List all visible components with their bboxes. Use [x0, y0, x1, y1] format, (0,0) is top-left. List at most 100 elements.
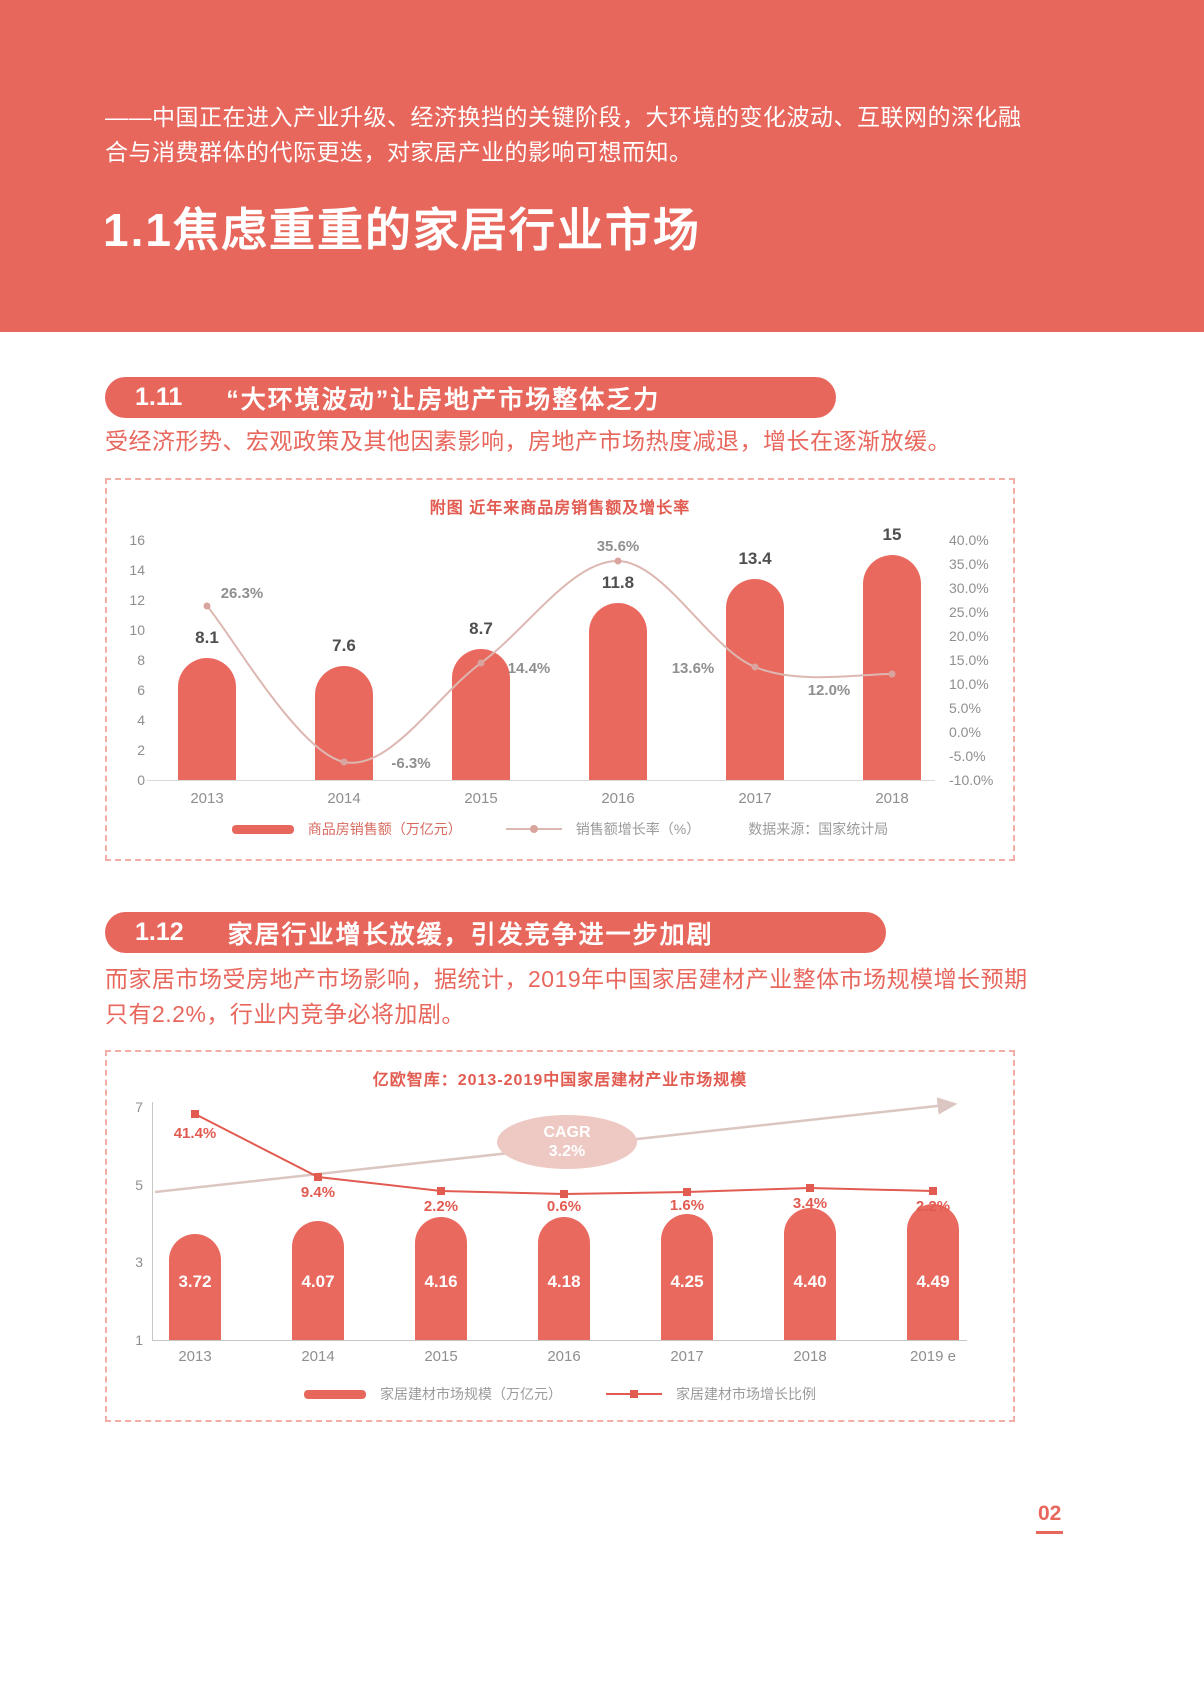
- chart-housing-sales: 附图 近年来商品房销售额及增长率 16 14 12 10 8 6 4 2 0 40.0% 35.0%…: [105, 478, 1015, 861]
- bar-value-label: 4.07: [301, 1272, 335, 1291]
- axis-tick-left: 8: [137, 652, 145, 668]
- legend-bar-label: 商品房销售额（万亿元）: [307, 821, 462, 837]
- axis-tick-right: 25.0%: [949, 604, 989, 620]
- bar-value-label: 4.40: [793, 1272, 827, 1291]
- bar-value-label: 4.25: [670, 1272, 704, 1291]
- line-value-label: 1.6%: [669, 1197, 705, 1214]
- line-value-label: 41.4%: [173, 1125, 217, 1142]
- chart-legend: 商品房销售额（万亿元） 销售额增长率（%） 数据来源：国家统计局: [107, 819, 1013, 839]
- axis-tick-right: 0.0%: [949, 724, 981, 740]
- axis-tick-right: 10.0%: [949, 676, 989, 692]
- axis-tick-left: 14: [129, 562, 145, 578]
- bar-market-size: [415, 1217, 467, 1340]
- chart-title: 附图 近年来商品房销售额及增长率: [429, 500, 691, 517]
- section-1-11-body: 受经济形势、宏观政策及其他因素影响，房地产市场热度减退，增长在逐渐放缓。: [105, 428, 951, 454]
- x-axis-label: 2018: [793, 1348, 827, 1365]
- line-swatch-square-icon: [630, 1390, 638, 1398]
- axis-tick-left: 1: [135, 1332, 143, 1348]
- axis-tick-left: 0: [137, 772, 145, 788]
- x-axis-label: 2016: [601, 790, 635, 807]
- x-axis-label: 2018: [875, 790, 909, 807]
- bar-market-size: [292, 1221, 344, 1340]
- bar-value-label: 8.7: [469, 619, 493, 638]
- page-number: 02: [1036, 1502, 1064, 1534]
- bar-sales: [726, 579, 784, 780]
- bar-market-size: [907, 1204, 959, 1340]
- axis-tick-left: 12: [129, 592, 145, 608]
- line-series-swatch: [505, 823, 562, 835]
- legend-line-label: 销售额增长率（%）: [575, 821, 701, 837]
- bar-value-label: 4.16: [424, 1272, 458, 1291]
- line-value-label: -6.3%: [391, 755, 431, 772]
- axis-tick-right: 5.0%: [949, 700, 981, 716]
- x-axis-line: [147, 780, 935, 781]
- x-axis-label: 2014: [327, 790, 361, 807]
- bar-market-size: [169, 1234, 221, 1340]
- x-axis-label: 2016: [547, 1348, 581, 1365]
- section-title: 家居行业增长放缓，引发竞争进一步加剧: [227, 920, 714, 949]
- axis-tick-right: 35.0%: [949, 556, 989, 572]
- data-source-label: 数据来源：国家统计局: [748, 821, 889, 837]
- axis-tick-left: 5: [135, 1176, 143, 1193]
- bar-sales: [863, 555, 921, 780]
- chart-plot-area: 7 5 3 1 3.72 2013 4.07 2014 4.16 2015 4.18 2016 4.25…: [107, 1052, 1013, 1420]
- chart-title: 亿欧智库：2013-2019中国家居建材产业市场规模: [372, 1072, 748, 1089]
- line-value-label: 2.2%: [423, 1198, 459, 1215]
- header-banner: ——中国正在进入产业升级、经济换挡的关键阶段，大环境的变化波动、互联网的深化融合…: [0, 0, 1204, 332]
- section-1-12-body: 而家居市场受房地产市场影响，据统计，2019年中国家居建材产业整体市场规模增长预…: [105, 966, 1028, 1027]
- axis-tick-left: 16: [129, 532, 145, 548]
- line-value-label: 14.4%: [507, 660, 551, 677]
- axis-tick-right: 30.0%: [949, 580, 989, 596]
- bar-sales: [315, 666, 373, 780]
- line-series-swatch: [606, 1388, 662, 1400]
- line-value-label: 9.4%: [300, 1184, 336, 1201]
- line-value-label: 12.0%: [807, 682, 851, 699]
- bar-sales: [589, 603, 647, 780]
- bar-series-swatch: [231, 824, 294, 834]
- axis-tick-right: 20.0%: [949, 628, 989, 644]
- bar-value-label: 13.4: [738, 549, 772, 568]
- line-value-label: 26.3%: [220, 585, 264, 602]
- legend-line-label: 家居建材市场增长比例: [676, 1386, 816, 1402]
- x-axis-label: 2015: [424, 1348, 458, 1365]
- y-axis-line: [152, 1102, 153, 1340]
- line-value-label: 3.4%: [792, 1195, 828, 1212]
- x-axis-label: 2017: [670, 1348, 704, 1365]
- section-number: 1.12: [135, 918, 184, 946]
- x-axis-label: 2014: [301, 1348, 335, 1365]
- chart-plot-area: 16 14 12 10 8 6 4 2 0 40.0% 35.0% 30.0% 25.0% 20.0% 15…: [107, 480, 1013, 859]
- section-number: 1.11: [135, 383, 183, 411]
- bar-value-label: 8.1: [195, 628, 219, 647]
- bar-value-label: 4.49: [916, 1272, 950, 1291]
- bar-market-size: [538, 1217, 590, 1340]
- section-1-12-header: 1.12 家居行业增长放缓，引发竞争进一步加剧: [105, 912, 886, 953]
- bar-market-size: [784, 1208, 836, 1340]
- bar-market-size: [661, 1214, 713, 1340]
- x-axis-label: 2013: [178, 1348, 212, 1365]
- line-value-label: 35.6%: [596, 538, 640, 555]
- bar-sales: [178, 658, 236, 780]
- line-value-label: 13.6%: [671, 660, 715, 677]
- bar-value-label: 7.6: [332, 636, 356, 655]
- line-swatch-dot-icon: [529, 825, 538, 833]
- cagr-value: 3.2%: [548, 1143, 586, 1160]
- x-axis-line: [152, 1340, 967, 1341]
- axis-tick-left: 6: [137, 682, 145, 698]
- x-axis-label: 2019 e: [910, 1348, 956, 1365]
- intro-paragraph: ——中国正在进入产业升级、经济换挡的关键阶段，大环境的变化波动、互联网的深化融合…: [105, 104, 1022, 165]
- axis-tick-right: -10.0%: [949, 772, 994, 788]
- page-title: 1.1焦虑重重的家居行业市场: [103, 204, 701, 256]
- chart-market-size: 亿欧智库：2013-2019中国家居建材产业市场规模 7 5 3 1 3.72 2013 4…: [105, 1050, 1015, 1422]
- axis-tick-right: 40.0%: [949, 532, 989, 548]
- legend-bar-label: 家居建材市场规模（万亿元）: [380, 1386, 562, 1402]
- x-axis-label: 2013: [190, 790, 224, 807]
- axis-tick-right: -5.0%: [949, 748, 986, 764]
- axis-tick-left: 3: [135, 1254, 143, 1271]
- chart-legend: 家居建材市场规模（万亿元） 家居建材市场增长比例: [107, 1384, 1013, 1404]
- bar-value-label: 4.18: [547, 1272, 581, 1291]
- bar-series-swatch: [304, 1389, 366, 1399]
- x-axis-label: 2015: [464, 790, 498, 807]
- bar-value-label: 3.72: [178, 1272, 212, 1291]
- cagr-label: CAGR: [543, 1124, 591, 1141]
